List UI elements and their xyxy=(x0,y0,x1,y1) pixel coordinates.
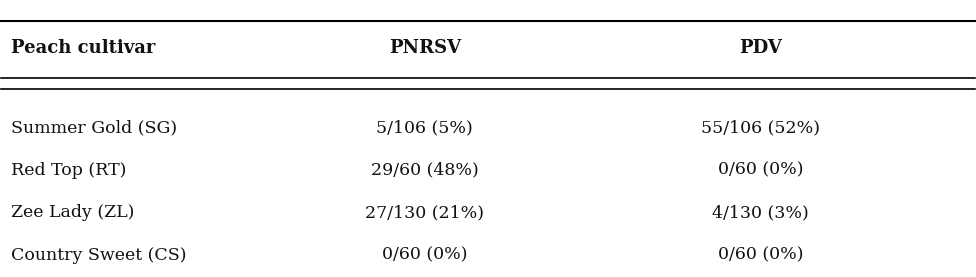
Text: PDV: PDV xyxy=(739,39,782,57)
Text: Peach cultivar: Peach cultivar xyxy=(11,39,155,57)
Text: 29/60 (48%): 29/60 (48%) xyxy=(371,161,478,179)
Text: 0/60 (0%): 0/60 (0%) xyxy=(717,247,803,263)
Text: Zee Lady (ZL): Zee Lady (ZL) xyxy=(11,204,135,221)
Text: PNRSV: PNRSV xyxy=(388,39,461,57)
Text: Summer Gold (SG): Summer Gold (SG) xyxy=(11,119,178,136)
Text: 27/130 (21%): 27/130 (21%) xyxy=(365,204,484,221)
Text: Country Sweet (CS): Country Sweet (CS) xyxy=(11,247,186,263)
Text: 55/106 (52%): 55/106 (52%) xyxy=(701,119,820,136)
Text: 0/60 (0%): 0/60 (0%) xyxy=(382,247,468,263)
Text: Red Top (RT): Red Top (RT) xyxy=(11,161,127,179)
Text: 0/60 (0%): 0/60 (0%) xyxy=(717,161,803,179)
Text: 4/130 (3%): 4/130 (3%) xyxy=(712,204,809,221)
Text: 5/106 (5%): 5/106 (5%) xyxy=(377,119,473,136)
